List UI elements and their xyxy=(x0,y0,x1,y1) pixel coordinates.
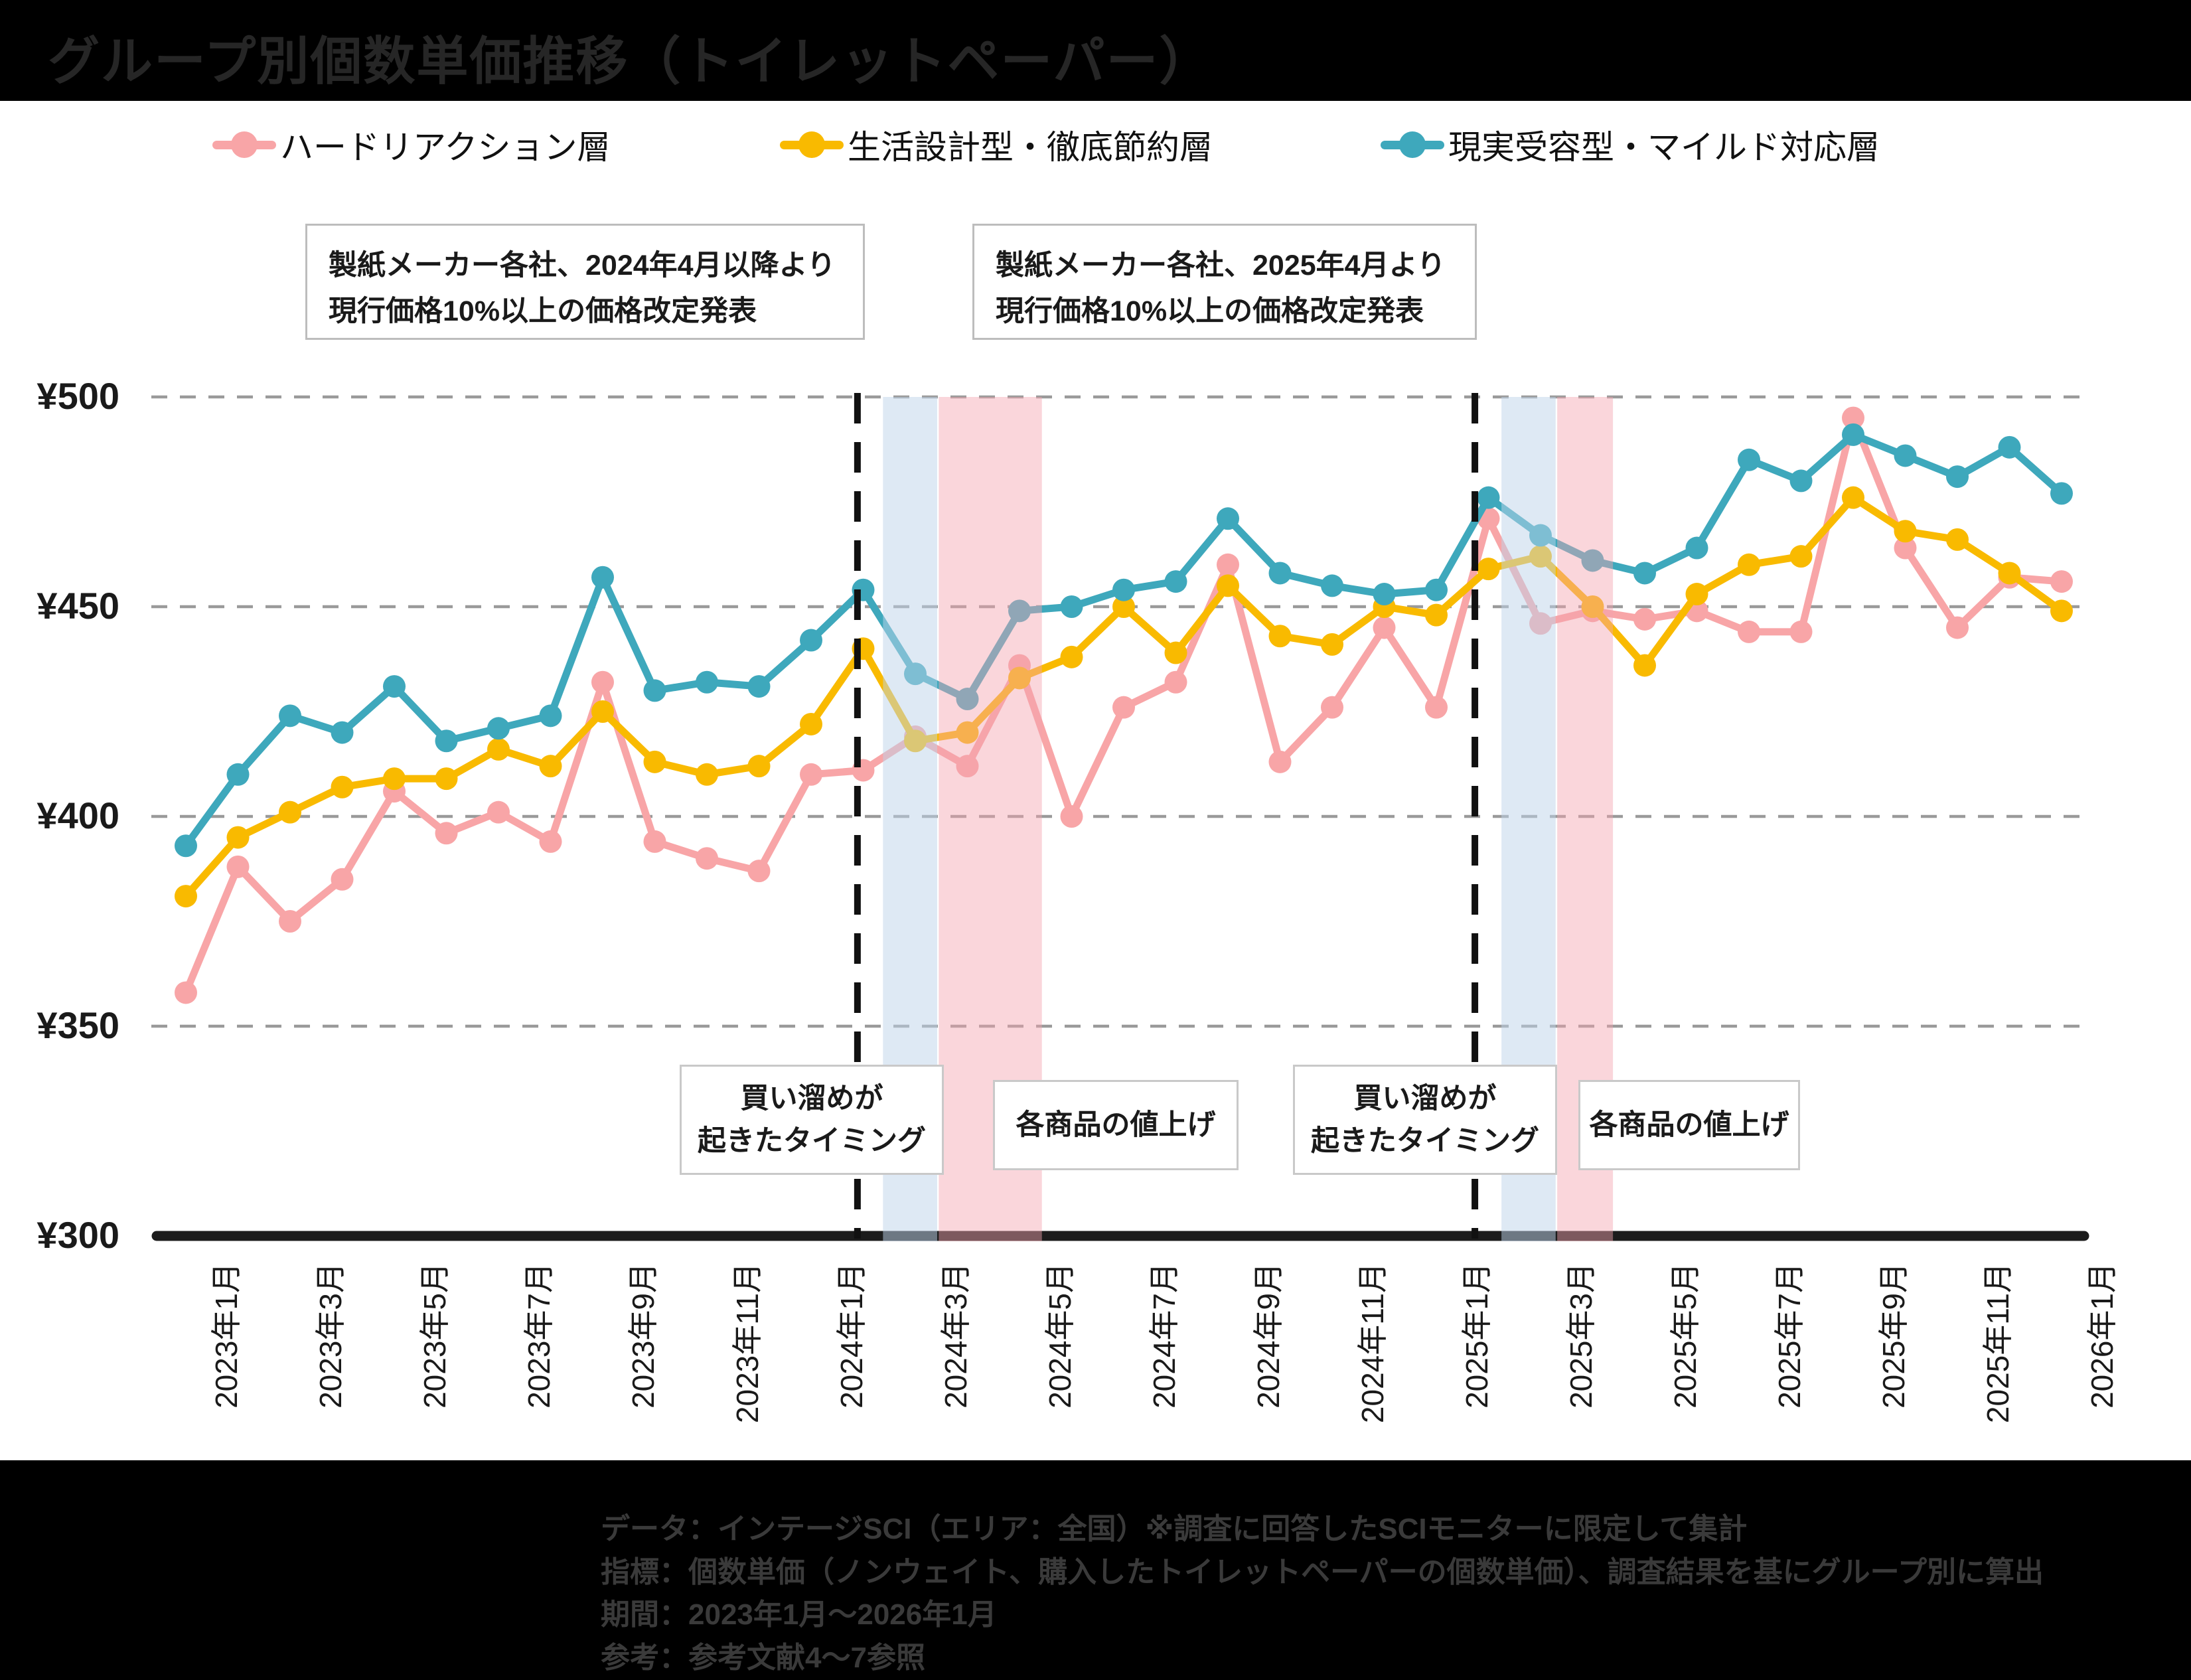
legend-label: ハードリアクション層 xyxy=(280,129,611,166)
y-tick-label: ¥300 xyxy=(37,1214,119,1256)
x-tick-label: 2025年7月 xyxy=(1772,1262,1807,1409)
x-tick-label: 2023年7月 xyxy=(522,1262,556,1409)
x-tick-label: 2024年1月 xyxy=(834,1262,869,1409)
x-tick-label: 2024年11月 xyxy=(1355,1262,1390,1424)
y-tick-label: ¥400 xyxy=(37,795,119,836)
legend-line-dot-icon xyxy=(1381,118,1444,171)
x-tick-label: 2024年9月 xyxy=(1251,1262,1286,1409)
x-tick-label: 2025年11月 xyxy=(1981,1262,2015,1424)
annotation-price-raise-2025: 各商品の値上げ xyxy=(1578,1080,1800,1170)
x-tick-label: 2026年1月 xyxy=(2085,1262,2119,1409)
x-tick-label: 2024年5月 xyxy=(1043,1262,1077,1409)
x-tick-label: 2025年9月 xyxy=(1876,1262,1911,1409)
legend-line-dot-icon xyxy=(780,118,844,171)
annotation-2024-price-revision: 製紙メーカー各社、2024年4月以降より 現行価格10%以上の価格改定発表 xyxy=(305,224,865,340)
legend-label: 生活設計型・徹底節約層 xyxy=(848,129,1213,166)
x-tick-label: 2025年1月 xyxy=(1460,1262,1494,1409)
x-tick-label: 2025年5月 xyxy=(1668,1262,1702,1409)
y-tick-label: ¥450 xyxy=(37,585,119,627)
legend-item: 生活設計型・徹底節約層 xyxy=(780,118,1213,171)
x-tick-label: 2023年11月 xyxy=(730,1262,765,1424)
legend-item: ハードリアクション層 xyxy=(212,118,611,171)
annotation-2025-price-revision: 製紙メーカー各社、2025年4月より 現行価格10%以上の価格改定発表 xyxy=(972,224,1477,340)
x-tick-label: 2023年1月 xyxy=(209,1262,244,1409)
annotation-buy-stock-2024: 買い溜めが 起きたタイミング xyxy=(680,1065,944,1175)
legend-item: 現実受容型・マイルド対応層 xyxy=(1381,118,1880,171)
y-tick-label: ¥350 xyxy=(37,1004,119,1046)
title-bar: グループ別個数単価推移（トイレットペーパー） xyxy=(0,0,2191,101)
y-tick-label: ¥500 xyxy=(37,375,119,417)
x-tick-label: 2023年3月 xyxy=(313,1262,348,1409)
page-title: グループ別個数単価推移（トイレットペーパー） xyxy=(48,32,1213,90)
x-tick-label: 2023年5月 xyxy=(417,1262,452,1409)
footer-bar: データ：インテージSCI（エリア：全国）※調査に回答したSCIモニターに限定して… xyxy=(0,1460,2191,1675)
x-tick-label: 2024年3月 xyxy=(939,1262,973,1409)
x-tick-label: 2024年7月 xyxy=(1147,1262,1181,1409)
legend-line-dot-icon xyxy=(212,118,276,171)
annotation-price-raise-2024: 各商品の値上げ xyxy=(993,1080,1239,1170)
chart-legend: ハードリアクション層 生活設計型・徹底節約層 現実受容型・マイルド対応層 xyxy=(0,118,2191,178)
annotation-buy-stock-2025: 買い溜めが 起きたタイミング xyxy=(1293,1065,1557,1175)
legend-label: 現実受容型・マイルド対応層 xyxy=(1448,129,1880,166)
source-notes: データ：インテージSCI（エリア：全国）※調査に回答したSCIモニターに限定して… xyxy=(601,1513,2044,1675)
x-tick-label: 2023年9月 xyxy=(626,1262,660,1409)
x-tick-label: 2025年3月 xyxy=(1564,1262,1598,1409)
